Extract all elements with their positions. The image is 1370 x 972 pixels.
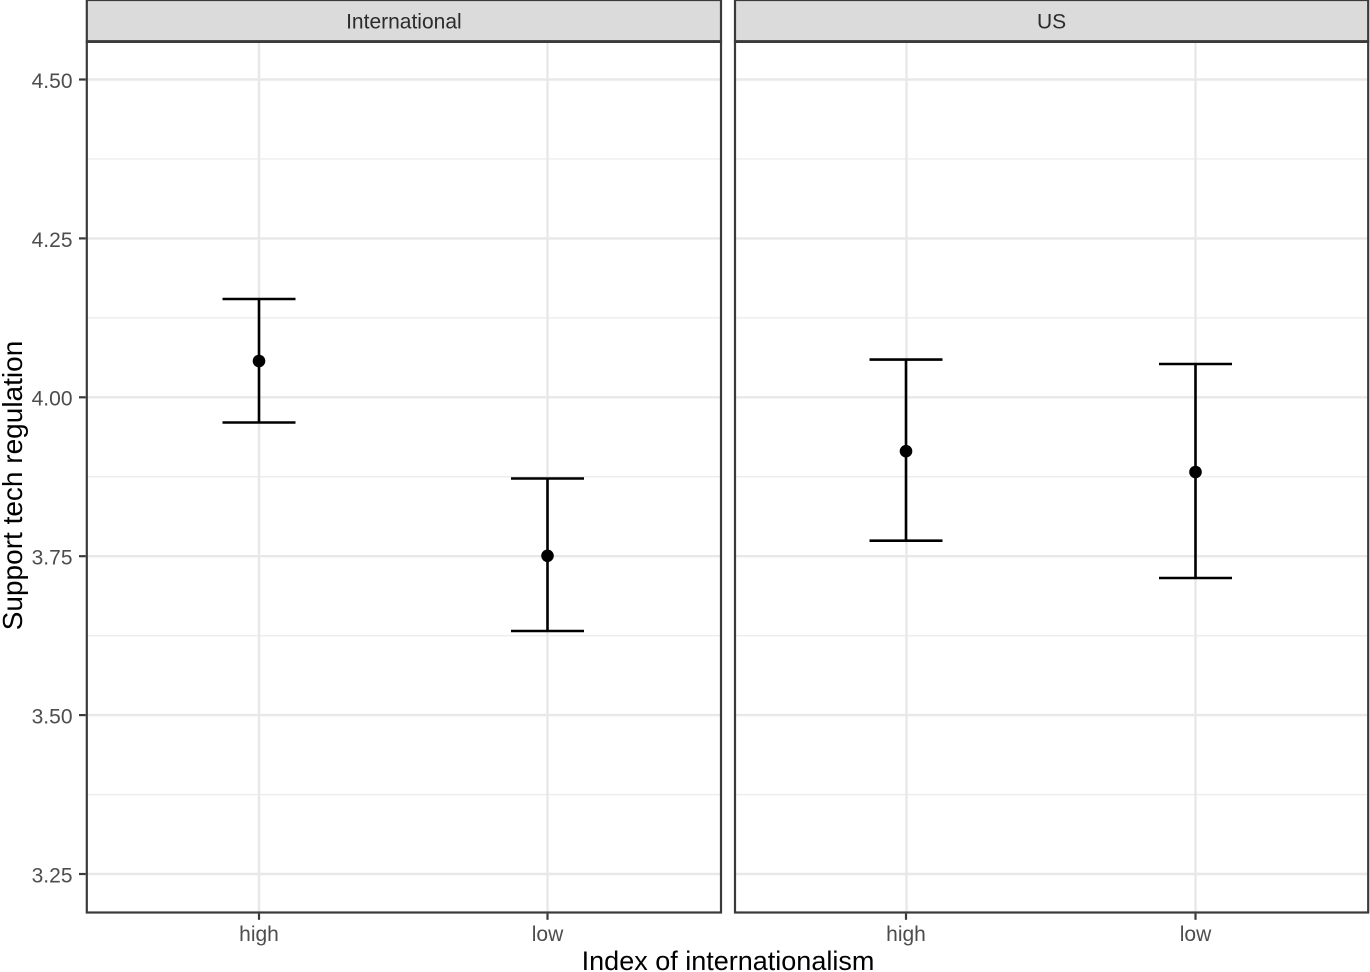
svg-text:low: low	[1180, 923, 1212, 946]
svg-text:4.00: 4.00	[32, 388, 73, 411]
svg-text:high: high	[886, 923, 926, 946]
svg-text:low: low	[532, 923, 564, 946]
svg-text:3.75: 3.75	[32, 547, 73, 570]
svg-text:4.25: 4.25	[32, 229, 73, 252]
svg-text:International: International	[346, 10, 462, 33]
svg-text:Index of internationalism: Index of internationalism	[582, 946, 875, 972]
svg-text:high: high	[239, 923, 279, 946]
svg-text:4.50: 4.50	[32, 70, 73, 93]
svg-text:3.25: 3.25	[32, 864, 73, 887]
svg-text:US: US	[1037, 10, 1066, 33]
svg-text:3.50: 3.50	[32, 706, 73, 729]
svg-text:Support tech regulation: Support tech regulation	[0, 341, 28, 631]
